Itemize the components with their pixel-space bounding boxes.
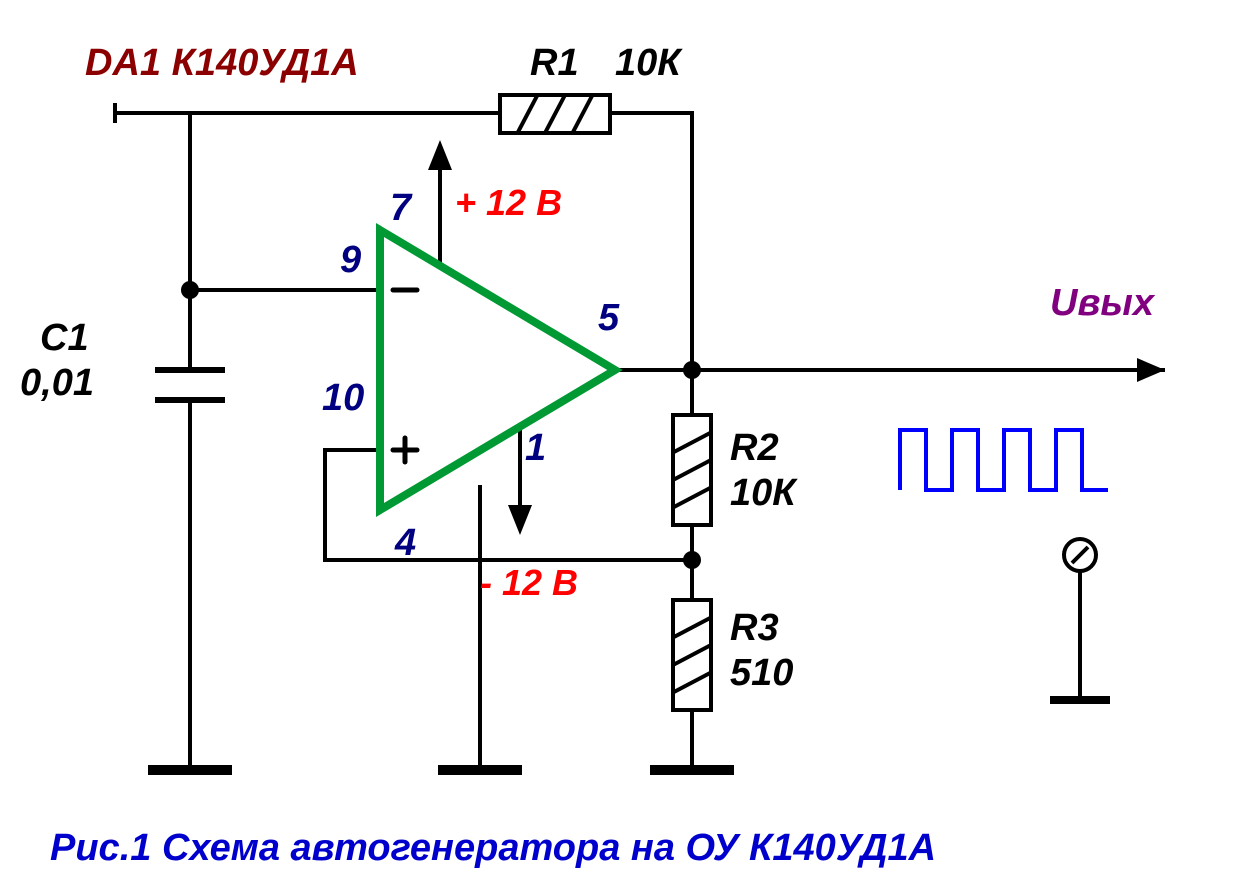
r3-value: 510 [730, 652, 793, 694]
output-label: Uвых [1050, 282, 1156, 324]
c1-value: 0,01 [20, 362, 94, 404]
chip-title: DA1 К140УД1А [85, 42, 359, 84]
junction-node [683, 361, 701, 379]
r2-ref: R2 [730, 427, 779, 469]
junction-node [181, 281, 199, 299]
resistor-r3 [673, 600, 711, 710]
pin-9: 9 [340, 239, 361, 281]
pin-5: 5 [598, 297, 620, 339]
vplus-label: + 12 В [455, 182, 562, 223]
c1-ref: C1 [40, 317, 89, 359]
r1-ref: R1 [530, 42, 579, 84]
resistor-r1 [500, 95, 610, 133]
r3-ref: R3 [730, 607, 779, 649]
junction-node [683, 551, 701, 569]
opamp-da1 [380, 230, 615, 510]
output-terminal [1064, 539, 1096, 700]
wires [115, 103, 1165, 770]
pin-1: 1 [525, 427, 546, 469]
resistor-r2 [673, 415, 711, 525]
output-waveform [900, 430, 1108, 490]
r2-value: 10К [730, 472, 798, 514]
r1-value: 10К [615, 42, 683, 84]
pin-4: 4 [394, 522, 416, 564]
vminus-label: - 12 В [480, 562, 578, 603]
figure-caption: Рис.1 Схема автогенератора на ОУ К140УД1… [50, 827, 936, 869]
capacitor-c1 [155, 370, 225, 400]
pin-10: 10 [322, 377, 364, 419]
pin-7: 7 [390, 187, 413, 229]
